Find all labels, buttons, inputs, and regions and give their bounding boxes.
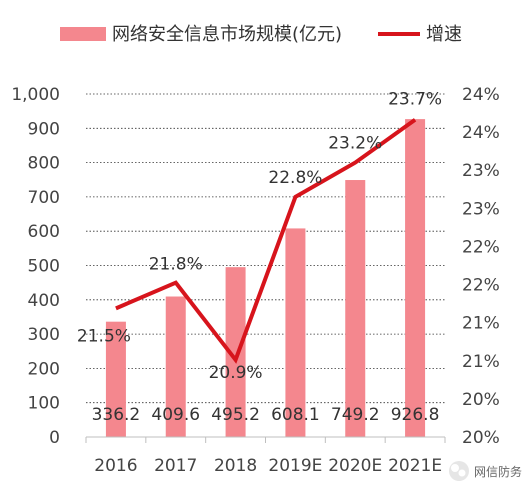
bar-data-labels: 336.2 409.6 495.2 608.1 749.2 926.8 [92, 405, 440, 425]
gridlines [86, 93, 445, 404]
growth-line [115, 118, 417, 364]
y-left-tick-label: 0 [49, 428, 60, 448]
line-value-label: 23.2% [328, 134, 382, 154]
line-value-label: 23.7% [388, 90, 442, 110]
bar [225, 267, 246, 437]
y-right-tick-label: 21% [462, 314, 500, 334]
x-tick-label: 2016 [94, 456, 137, 476]
bar [105, 321, 126, 437]
bar-value-label: 409.6 [151, 405, 200, 425]
watermark: 网信防务 [449, 461, 522, 481]
legend-swatch-bars [60, 27, 106, 41]
bar-value-label: 749.2 [331, 405, 380, 425]
bar-value-label: 608.1 [271, 405, 320, 425]
y-axis-left: 0 100 200 300 400 500 600 700 800 900 1,000 [11, 85, 60, 448]
bar-value-label: 495.2 [211, 405, 260, 425]
y-right-tick-label: 22% [462, 237, 500, 257]
line-value-label: 20.9% [209, 363, 263, 383]
y-right-tick-label: 22% [462, 276, 500, 296]
bar-series [105, 119, 426, 437]
x-tick-label: 2018 [214, 456, 257, 476]
line-series [115, 118, 417, 364]
line-value-label: 21.5% [77, 326, 131, 346]
y-left-tick-label: 500 [28, 257, 60, 277]
y-right-tick-label: 24% [462, 85, 500, 105]
x-tick-label: 2019E [268, 456, 322, 476]
x-tick-label: 2020E [328, 456, 382, 476]
y-right-tick-label: 23% [462, 199, 500, 219]
bar [405, 119, 426, 437]
bar-value-label: 336.2 [92, 405, 141, 425]
line-value-label: 22.8% [268, 168, 322, 188]
y-left-tick-label: 1,000 [11, 85, 60, 105]
y-left-tick-label: 700 [28, 188, 60, 208]
line-data-labels: 21.5% 21.8% 20.9% 22.8% 23.2% 23.7% [77, 90, 442, 383]
legend-label-bars: 网络安全信息市场规模(亿元) [112, 24, 342, 45]
y-left-tick-label: 400 [28, 291, 60, 311]
y-left-tick-label: 900 [28, 119, 60, 139]
y-right-tick-label: 24% [462, 123, 500, 143]
y-left-tick-label: 800 [28, 154, 60, 174]
y-right-tick-label: 20% [462, 390, 500, 410]
y-right-tick-label: 20% [462, 428, 500, 448]
y-right-tick-label: 23% [462, 161, 500, 181]
wechat-icon [449, 461, 469, 481]
line-value-label: 21.8% [149, 255, 203, 275]
bar [345, 180, 366, 437]
y-right-tick-label: 21% [462, 352, 500, 372]
legend-label-line: 增速 [426, 24, 462, 45]
y-axis-right: 20% 20% 21% 21% 22% 22% 23% 23% 24% 24% [462, 85, 500, 448]
legend: 网络安全信息市场规模(亿元) 增速 [60, 24, 462, 45]
y-left-tick-label: 600 [28, 222, 60, 242]
x-tick-label: 2017 [154, 456, 197, 476]
y-left-tick-label: 100 [28, 394, 60, 414]
watermark-text: 网信防务 [474, 464, 522, 479]
y-left-tick-label: 200 [28, 359, 60, 379]
x-axis: 2016 2017 2018 2019E 2020E 2021E [85, 436, 446, 476]
bar-value-label: 926.8 [391, 405, 440, 425]
y-left-tick-label: 300 [28, 325, 60, 345]
bar [165, 296, 186, 437]
bar [285, 228, 306, 437]
x-tick-label: 2021E [388, 456, 442, 476]
